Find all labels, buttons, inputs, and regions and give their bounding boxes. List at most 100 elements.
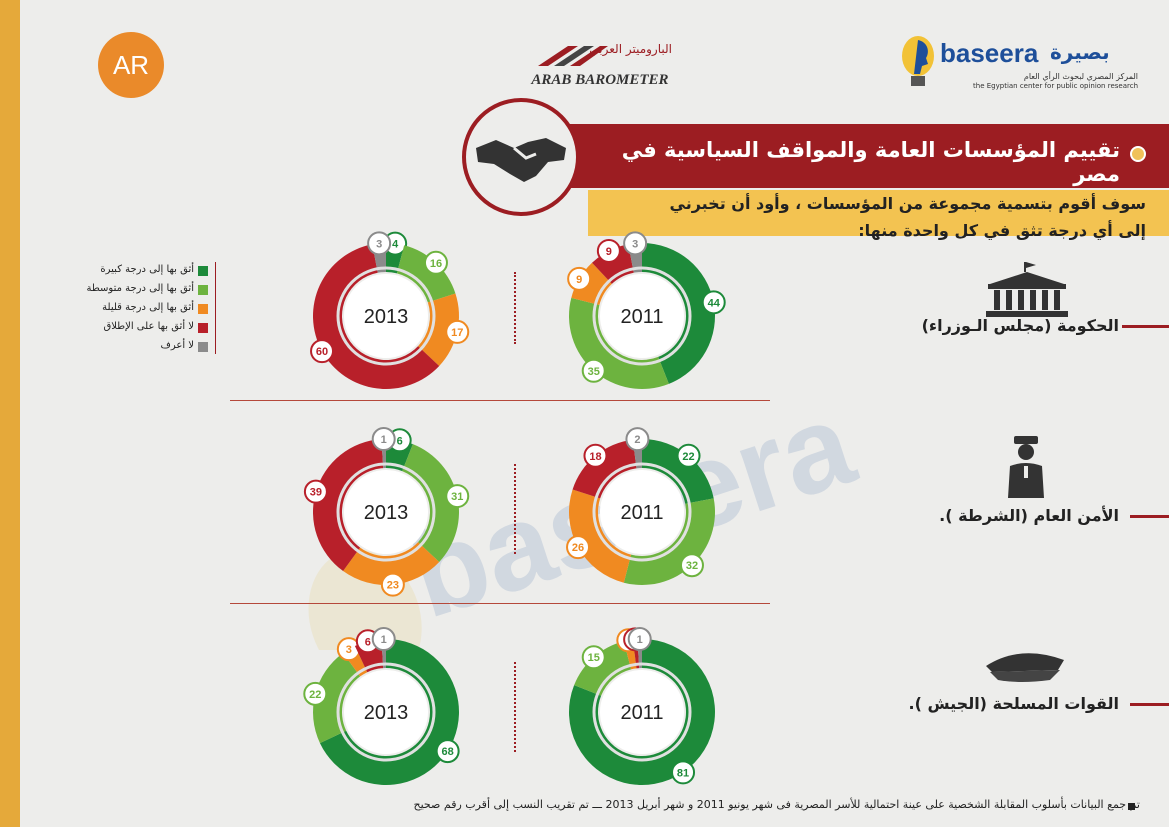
donut-slice: [396, 245, 456, 303]
lightbulb-head-icon: [902, 36, 934, 86]
donut-slice: [569, 639, 715, 786]
donut-slice: [572, 439, 637, 499]
baseera-name-ar: بصيرة: [1050, 40, 1110, 64]
arab-barometer-logo: الباروميتر العربي ARAB BAROMETER: [520, 38, 680, 94]
donut-slice: [642, 243, 715, 384]
data-label-bubble: [380, 572, 405, 597]
row-divider: [230, 603, 770, 604]
data-label: 68: [442, 746, 454, 758]
institution-connector: [1122, 325, 1169, 328]
legend-item: أثق بها إلى درجة قليلة: [60, 300, 216, 319]
donut-slice: [574, 641, 632, 696]
donut-center: [344, 274, 428, 358]
data-label-bubble: [583, 443, 608, 468]
donut-slice: [418, 293, 459, 366]
donut-slice: [642, 439, 714, 504]
footer-note: تم جمع البيانات بأسلوب المقابلة الشخصية …: [413, 798, 1140, 811]
legend-item: أثق بها إلى درجة كبيرة: [60, 262, 216, 281]
year-label: 2013: [364, 306, 409, 328]
data-label: 23: [387, 580, 399, 592]
baseera-subtitle-ar: المركز المصري لبحوث الرأي العام: [1023, 72, 1138, 81]
legend-item: لا أعرف: [60, 338, 216, 357]
baseera-name-en: baseera: [940, 38, 1039, 68]
legend-swatch: [198, 266, 208, 276]
data-label-bubble: [303, 479, 328, 504]
data-label-bubble: [596, 238, 621, 263]
data-label: 1: [381, 634, 387, 646]
data-label: 6: [365, 636, 371, 648]
year-label: 2011: [620, 502, 663, 524]
donut-center: [600, 274, 684, 358]
data-label-bubble: [676, 443, 701, 468]
data-label: 26: [572, 542, 584, 554]
title-bullet-icon: [1130, 146, 1146, 162]
data-label-bubble: [566, 535, 591, 560]
year-label: 2013: [364, 502, 409, 524]
year-label: 2011: [620, 702, 663, 724]
donut-ring: [592, 266, 692, 366]
donut-slice: [592, 244, 634, 284]
data-label: 1: [637, 634, 643, 646]
donut-center: [344, 670, 428, 754]
legend-swatch: [198, 285, 208, 295]
donut-ring: [592, 662, 692, 762]
donut-slice: [313, 439, 384, 572]
donut-slice: [343, 542, 440, 585]
donut-slice: [313, 652, 361, 744]
legend-swatch: [198, 323, 208, 333]
data-label-bubble: [581, 645, 606, 670]
question-band: [588, 190, 1169, 236]
row-divider: [230, 400, 770, 401]
data-label: 16: [430, 258, 442, 270]
donut-ring: [336, 266, 436, 366]
donut-center: [344, 470, 428, 554]
side-accent-bar: [0, 0, 20, 827]
data-label-bubble: [701, 290, 726, 315]
data-label: 3: [346, 644, 352, 656]
data-label: 81: [677, 767, 689, 779]
donut-chart-2: 22 32 26 18 2 2011: [566, 427, 715, 585]
legend-label: لا أعرف: [160, 340, 194, 351]
institution-label-police: الأمن العام (الشرطة ).: [939, 506, 1119, 525]
data-label: 15: [588, 652, 600, 664]
donut-slice: [312, 244, 440, 390]
column-divider: [514, 272, 516, 344]
data-label-bubble: [581, 358, 606, 383]
data-label-bubble: [423, 250, 448, 275]
data-label-bubble: [671, 760, 696, 785]
data-label: 44: [708, 297, 721, 309]
handshake-icon: [476, 138, 566, 182]
donut-chart-0: 44 35 9 9 3 2011: [567, 231, 726, 389]
legend-label: لا أثق بها على الإطلاق: [103, 321, 194, 332]
legend-item: أثق بها إلى درجة متوسطة: [60, 281, 216, 300]
title-band: [568, 124, 1169, 188]
donut-chart-1: 4 16 17 60 3 2013: [310, 231, 470, 390]
institution-label-army: القوات المسلحة (الجيش ).: [908, 694, 1119, 713]
data-label-bubble: [679, 553, 704, 578]
legend: أثق بها إلى درجة كبيرة أثق بها إلى درجة …: [60, 262, 216, 357]
government-building-icon: [986, 262, 1068, 317]
donut-ring: [336, 662, 436, 762]
arab-barometer-en: ARAB BAROMETER: [531, 72, 669, 88]
data-label-bubble: [310, 339, 335, 364]
data-label-bubble: [371, 627, 396, 652]
military-cap-icon: [986, 653, 1064, 682]
question-line-2: إلى أي درجة تثق في كل واحدة منها:: [858, 221, 1146, 240]
data-label-bubble: [367, 231, 392, 256]
legend-label: أثق بها إلى درجة قليلة: [102, 302, 194, 313]
data-label: 1: [381, 434, 387, 446]
arab-barometer-mark-icon: [538, 46, 608, 66]
arab-barometer-ar: الباروميتر العربي: [589, 42, 672, 56]
donut-center: [600, 470, 684, 554]
data-label: 4: [392, 239, 399, 251]
handshake-badge: [462, 98, 580, 216]
footer-bullet-icon: [1128, 803, 1135, 810]
page-title: تقييم المؤسسات العامة والمواقف السياسية …: [621, 138, 1120, 186]
donut-chart-3: 6 31 23 39 1 2013: [303, 427, 470, 597]
data-label: 35: [588, 366, 600, 378]
donut-center: [600, 670, 684, 754]
data-label: 31: [451, 491, 463, 503]
legend-swatch: [198, 342, 208, 352]
data-label: 18: [589, 451, 601, 463]
